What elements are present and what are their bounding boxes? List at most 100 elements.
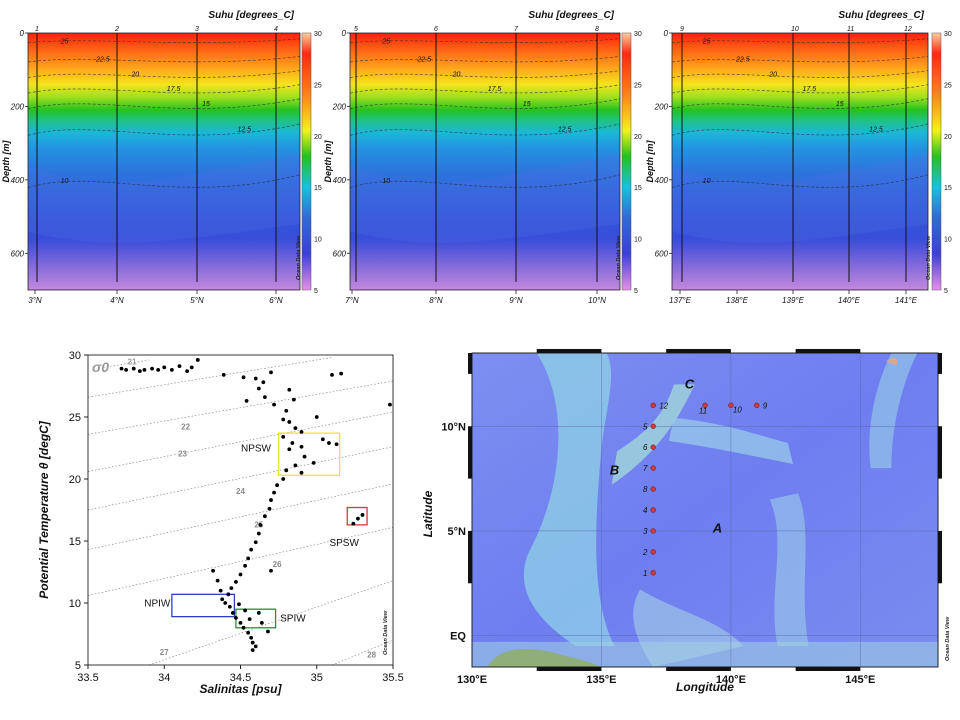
x-tick-label: 135°E [586,674,616,686]
ts-data-point [299,444,304,449]
isopycnal-line [87,357,333,398]
ts-data-point [211,568,215,573]
station-label: 2 [642,548,648,557]
ts-data-point [302,454,307,459]
contour-label: 10 [703,178,711,185]
colorbar-tick-label: 15 [634,185,642,192]
x-tick-label: 139°E [782,296,805,305]
contour-line [349,38,621,44]
ts-data-point [293,463,298,468]
map-border-segment [468,353,472,374]
station-label: 6 [643,443,648,452]
station-marker [650,528,656,534]
isopycnal-line [148,580,394,666]
station-number: 4 [274,26,278,33]
y-tick-label: 200 [332,102,347,111]
colorbar-tick-label: 20 [944,134,952,141]
water-mass-box [171,593,236,618]
contour-line [671,174,929,188]
sea-background [472,353,938,667]
ts-data-point [227,604,232,609]
ts-data-point [334,442,339,447]
ts-data-point [330,372,334,377]
y-tick-label: 600 [333,249,347,258]
contour-line [349,84,621,94]
ts-data-point [223,601,228,605]
ts-data-point [263,395,267,400]
ts-data-point [234,615,238,620]
ts-data-point [272,402,276,407]
contour-line [349,70,621,78]
ts-data-point [314,415,319,419]
ts-data-point [269,370,273,375]
section-title: Suhu [degrees_C] [528,10,614,21]
ts-data-point [253,376,258,381]
colorbar-tick-label: 15 [944,185,952,192]
ts-data-point [311,460,316,465]
ts-data-point [256,611,261,615]
ts-data-point [299,470,304,475]
y-tick-label: 10°N [441,421,466,433]
contour-label: 17.5 [803,86,817,93]
y-axis-label: Latitude [421,490,435,537]
transect-label: A [712,521,722,536]
ts-data-point [327,441,331,445]
station-marker [702,402,708,408]
ts-data-point [388,402,392,407]
colorbar [301,32,312,291]
x-tick-label: 140°E [716,674,746,686]
ts-plot-area [88,355,393,665]
colorbar-tick-label: 10 [944,237,952,244]
y-tick-label: 25 [69,412,81,424]
ts-data-point [261,380,266,385]
ts-data-point [230,611,235,615]
ts-data-point [250,640,255,645]
ts-data-point [360,513,365,517]
section-deep-band [672,154,928,243]
station-number: 12 [904,26,912,33]
ts-data-point [241,375,246,380]
bathymetry-feature [769,493,809,647]
ts-data-point [218,588,223,593]
ts-diagram: 21 22 23 24 25 26 27 28 σ0 NPSW SPSW NPIW SPIW 33.5 34… [37,350,404,696]
y-axis-label: Potential Temperature θ [degC] [37,420,51,599]
x-tick-label: 33.5 [77,672,98,684]
ts-data-point [250,648,255,653]
ts-data-point [269,498,273,502]
ts-data-point [253,644,258,649]
isopycnal-line [87,527,394,596]
y-axis-label: Depth [m] [1,140,11,183]
ts-data-point [281,417,286,422]
y-tick-label: 0 [20,29,25,38]
colorbar-tick-label: 25 [944,82,952,89]
contour-line [27,123,301,136]
contour-label: 22.5 [417,57,432,64]
x-tick-label: 3°N [28,296,42,305]
ts-data-point [263,514,267,519]
ts-data-point [234,580,238,584]
colorbar-tick-label: 20 [314,134,322,141]
station-marker [650,444,656,450]
contour-label: 25 [381,38,390,45]
colorbar-tick-label: 30 [314,31,322,38]
station-marker [754,402,760,408]
water-mass-box [277,432,341,476]
ts-data-point [281,434,286,439]
isopycnal-line [87,411,394,472]
ts-data-point [256,531,261,536]
isopycnal-line [103,359,150,368]
ts-data-point [229,586,234,591]
ts-data-point [284,468,289,473]
ts-data-point [275,483,279,488]
isopycnal-line [331,639,394,666]
station-marker [650,402,656,408]
station-marker [728,402,734,408]
contour-label: 22.5 [95,57,110,64]
section-deep-band [350,154,620,243]
ocean-data-view-credit: Ocean Data View [616,235,622,280]
y-tick-label: EQ [450,631,466,643]
y-tick-label: 5°N [448,526,467,538]
x-axis-label: Longitude [676,680,734,694]
